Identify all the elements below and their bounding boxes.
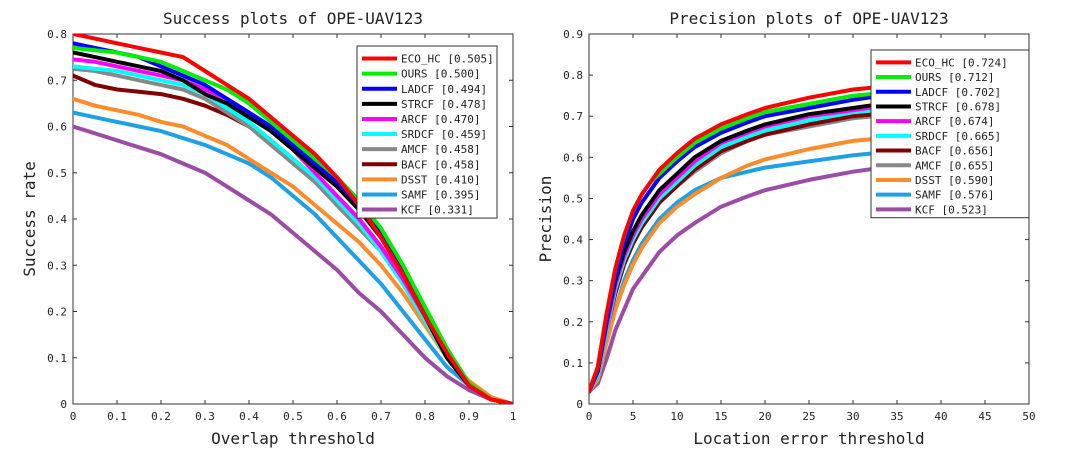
x-tick-label: 1 xyxy=(510,410,517,423)
legend-label-samf: SAMF [0.395] xyxy=(401,188,480,201)
legend-label-eco_hc: ECO_HC [0.505] xyxy=(401,53,494,66)
x-tick-label: 0.4 xyxy=(239,410,259,423)
y-tick-label: 0.7 xyxy=(563,110,583,123)
y-tick-label: 0.8 xyxy=(47,28,67,41)
legend-label-dsst: DSST [0.590] xyxy=(915,174,994,187)
y-tick-label: 0.3 xyxy=(563,275,583,288)
legend-label-eco_hc: ECO_HC [0.724] xyxy=(915,56,1008,69)
legend-label-srdcf: SRDCF [0.459] xyxy=(401,128,487,141)
y-tick-label: 0.1 xyxy=(47,352,67,365)
y-tick-label: 0.6 xyxy=(563,151,583,164)
x-tick-label: 0.6 xyxy=(327,410,347,423)
y-axis-label: Precision xyxy=(536,176,555,263)
series-line-ours xyxy=(73,45,513,404)
x-tick-label: 0 xyxy=(70,410,77,423)
x-tick-label: 10 xyxy=(670,410,683,423)
x-tick-label: 0.2 xyxy=(151,410,171,423)
series-line-kcf xyxy=(73,124,513,404)
chart-title: Success plots of OPE-UAV123 xyxy=(163,9,423,28)
x-tick-label: 35 xyxy=(890,410,903,423)
x-tick-label: 0.7 xyxy=(371,410,391,423)
legend: ECO_HC [0.505] OURS [0.500] LADCF [0.494] S… xyxy=(356,45,498,219)
series-group xyxy=(73,34,513,404)
precision-plot: 0 5 10 15 20 25 30 35 40 45 50 0 0.1 0.2 0.3 0.4 0.5 0.6 0… xyxy=(536,9,1036,448)
y-tick-label: 0.7 xyxy=(47,74,67,87)
y-tick-label: 0.3 xyxy=(47,259,67,272)
x-tick-label: 20 xyxy=(758,410,771,423)
y-tick-label: 0 xyxy=(576,398,583,411)
legend-label-kcf: KCF [0.331] xyxy=(401,204,474,217)
x-tick-label: 0.5 xyxy=(283,410,303,423)
legend-label-samf: SAMF [0.576] xyxy=(915,189,994,202)
legend-label-dsst: DSST [0.410] xyxy=(401,173,480,186)
legend-label-ours: OURS [0.500] xyxy=(401,68,480,81)
x-tick-label: 0.9 xyxy=(459,410,479,423)
y-tick-label: 0 xyxy=(60,398,67,411)
legend-label-bacf: BACF [0.656] xyxy=(915,145,994,158)
x-tick-label: 30 xyxy=(846,410,859,423)
y-axis-label: Success rate xyxy=(20,161,39,277)
legend-label-kcf: KCF [0.523] xyxy=(915,203,988,216)
y-tick-label: 0.8 xyxy=(563,69,583,82)
y-tick-label: 0.4 xyxy=(47,213,67,226)
x-tick-label: 45 xyxy=(978,410,991,423)
y-tick-label: 0.9 xyxy=(563,28,583,41)
x-tick-label: 0.3 xyxy=(195,410,215,423)
legend-label-amcf: AMCF [0.458] xyxy=(401,143,480,156)
legend-label-srdcf: SRDCF [0.665] xyxy=(915,130,1001,143)
success-plot: 0 0.1 0.2 0.3 0.4 0.5 0.6 0.7 0.8 0.9 1 0 0.1 0.2 0.3 0… xyxy=(20,9,516,448)
chart-title: Precision plots of OPE-UAV123 xyxy=(669,9,948,28)
y-tick-label: 0.2 xyxy=(563,316,583,329)
x-tick-label: 50 xyxy=(1022,410,1035,423)
y-tick-label: 0.1 xyxy=(563,357,583,370)
x-tick-label: 0 xyxy=(586,410,593,423)
x-tick-label: 0.8 xyxy=(415,410,435,423)
y-tick-label: 0.4 xyxy=(563,234,583,247)
legend-label-ours: OURS [0.712] xyxy=(915,71,994,84)
y-tick-label: 0.5 xyxy=(563,192,583,205)
legend: ECO_HC [0.724]OURS [0.712]LADCF [0.702]S… xyxy=(870,49,1030,219)
y-tick-label: 0.5 xyxy=(47,167,67,180)
legend-label-amcf: AMCF [0.655] xyxy=(915,159,994,172)
legend-label-strcf: STRCF [0.678] xyxy=(915,100,1001,113)
x-axis-label: Overlap threshold xyxy=(211,429,375,448)
legend-label-arcf: ARCF [0.470] xyxy=(401,113,480,126)
x-axis-label: Location error threshold xyxy=(693,429,924,448)
legend-label-ladcf: LADCF [0.494] xyxy=(401,83,487,96)
x-tick-label: 15 xyxy=(714,410,727,423)
legend-label-strcf: STRCF [0.478] xyxy=(401,98,487,111)
x-tick-label: 0.1 xyxy=(107,410,127,423)
legend-label-bacf: BACF [0.458] xyxy=(401,158,480,171)
series-line-eco_hc xyxy=(73,34,513,404)
legend-label-arcf: ARCF [0.674] xyxy=(915,115,994,128)
x-tick-label: 40 xyxy=(934,410,947,423)
x-tick-label: 25 xyxy=(802,410,815,423)
y-tick-label: 0.2 xyxy=(47,306,67,319)
y-tick-label: 0.6 xyxy=(47,121,67,134)
x-tick-label: 5 xyxy=(630,410,637,423)
series-line-samf xyxy=(73,110,513,404)
legend-label-ladcf: LADCF [0.702] xyxy=(915,86,1001,99)
